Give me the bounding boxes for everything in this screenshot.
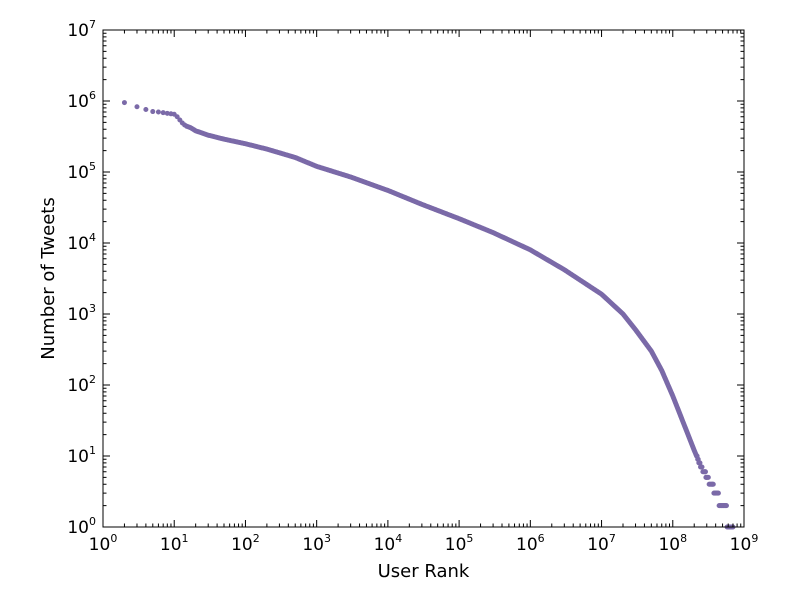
y-tick-label: 105: [67, 160, 96, 183]
x-tick-label: 109: [730, 532, 759, 555]
data-point: [699, 464, 705, 470]
plot-frame: [102, 29, 745, 528]
x-tick-labels: 100 101 102 103 104 105 106 107 108 109: [89, 532, 759, 555]
x-axis-label: User Rank: [378, 561, 470, 582]
y-tick-label: 102: [67, 373, 96, 396]
y-axis-label: Number of Tweets: [38, 197, 59, 359]
x-tick-label: 104: [374, 532, 403, 555]
y-tick-labels: 100 101 102 103 104 105 106 107: [67, 18, 96, 538]
data-point: [143, 106, 149, 112]
data-point: [155, 109, 161, 115]
data-point: [160, 110, 166, 116]
x-tick-label: 101: [160, 532, 189, 555]
axis-ticks: [102, 29, 745, 528]
x-tick-label: 108: [658, 532, 687, 555]
data-point: [121, 100, 127, 106]
data-point: [174, 114, 180, 120]
x-tick-label: 106: [516, 532, 545, 555]
data-point: [723, 503, 729, 509]
data-point: [705, 474, 711, 480]
data-points: [121, 100, 736, 530]
x-tick-label: 107: [587, 532, 616, 555]
y-tick-label: 106: [67, 89, 96, 112]
data-point: [134, 104, 140, 110]
data-point: [150, 109, 156, 115]
data-point: [702, 469, 708, 475]
y-tick-label: 104: [67, 231, 96, 254]
y-tick-label: 103: [67, 302, 96, 325]
x-tick-label: 103: [302, 532, 331, 555]
x-tick-label: 105: [445, 532, 474, 555]
x-tick-label: 102: [231, 532, 260, 555]
data-point: [710, 481, 716, 487]
data-point: [715, 490, 721, 496]
x-tick-label: 100: [89, 532, 118, 555]
y-tick-label: 107: [67, 18, 96, 41]
data-point: [697, 460, 703, 466]
y-tick-label: 101: [67, 444, 96, 467]
y-tick-label: 100: [67, 515, 96, 538]
